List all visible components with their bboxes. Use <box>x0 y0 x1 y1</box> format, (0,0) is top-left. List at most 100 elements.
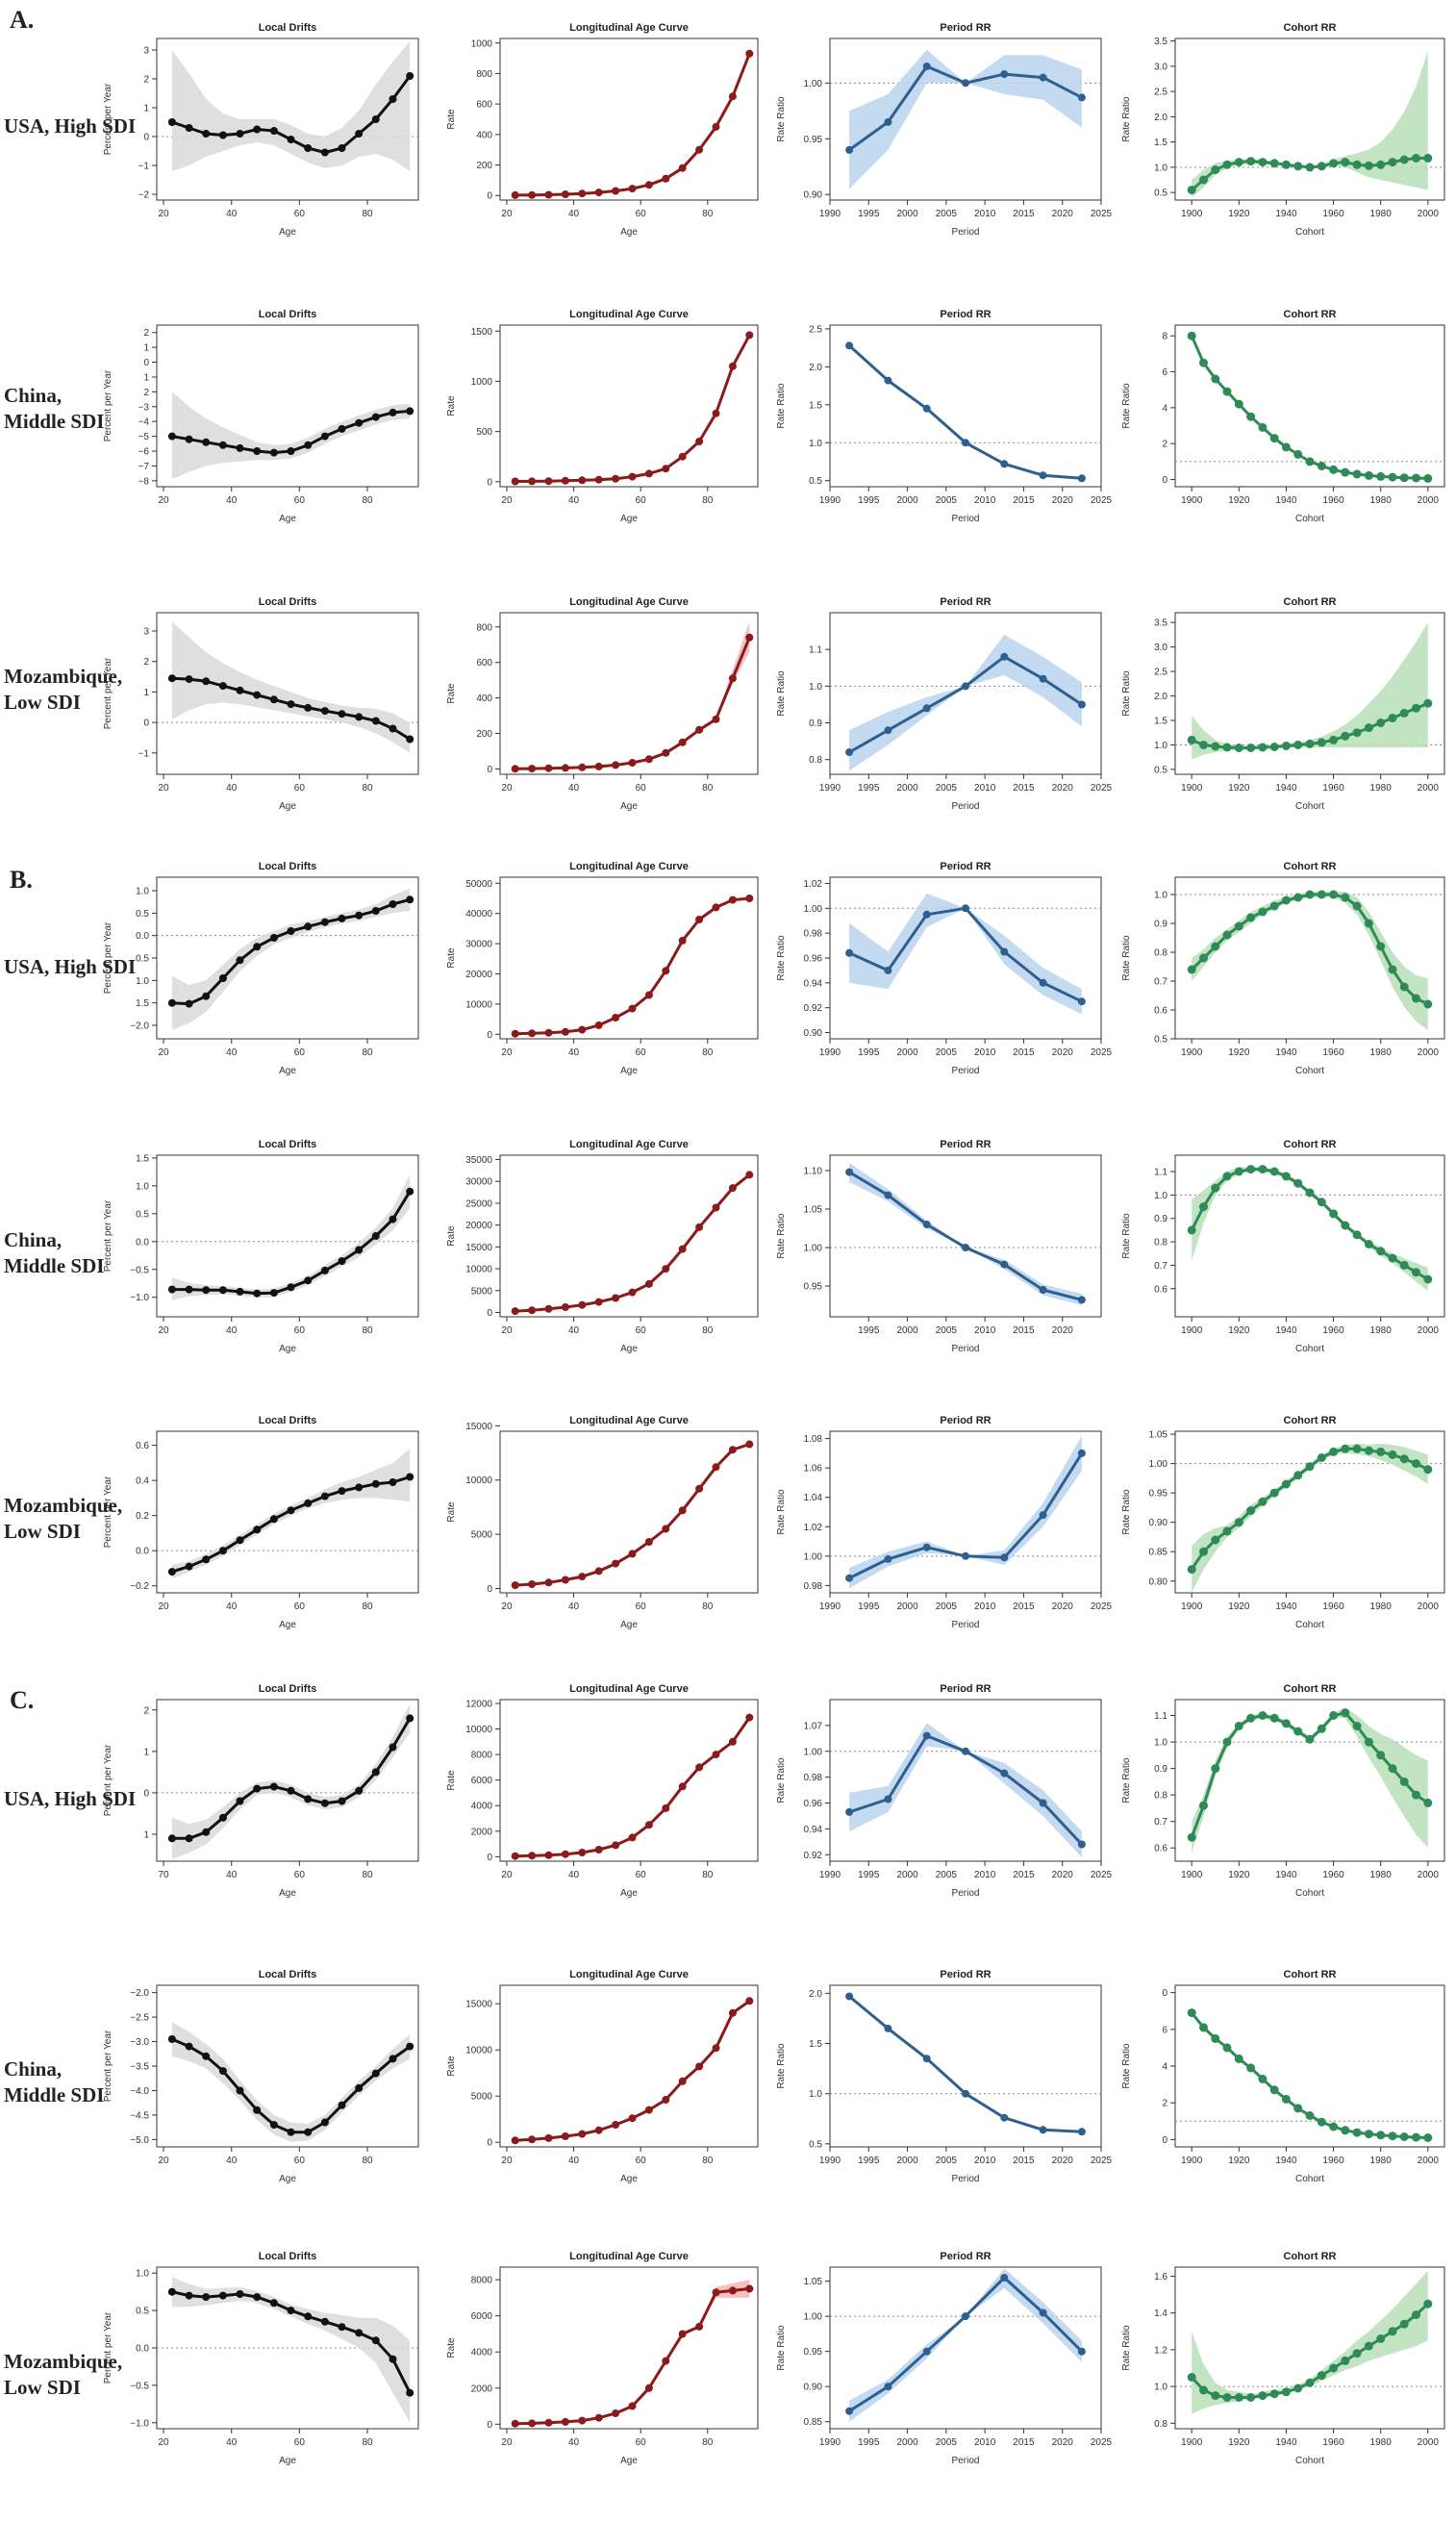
y-tick-label: 1.0 <box>136 1181 149 1192</box>
x-axis-label: Age <box>620 227 638 238</box>
row-label-line: China, <box>4 1228 63 1251</box>
x-tick-label: 20 <box>501 2437 513 2448</box>
data-point <box>922 404 931 413</box>
x-tick-label: 2025 <box>1091 495 1113 506</box>
y-axis-label: Rate Ratio <box>1121 2043 1132 2089</box>
data-point <box>406 1714 414 1723</box>
row-label: Mozambique, Low SDI <box>4 2349 122 2401</box>
y-tick-label: 40000 <box>465 909 492 920</box>
data-point <box>745 1713 754 1722</box>
y-tick-label: 0 <box>487 1853 492 1863</box>
x-tick-label: 2000 <box>896 1047 918 1058</box>
x-tick-label: 80 <box>362 1601 373 1612</box>
data-point <box>528 477 537 486</box>
data-point <box>695 2322 704 2331</box>
data-point <box>1329 735 1339 744</box>
x-tick-label: 1990 <box>819 1870 841 1880</box>
y-tick-label: 1.5 <box>1154 717 1167 727</box>
data-point <box>678 1506 687 1515</box>
data-point <box>253 943 262 951</box>
chart-panel-a-moz-period: Period RR 1990 1995 2000 2005 2010 2015 2020 202… <box>776 596 1113 812</box>
x-tick-label: 2025 <box>1091 1870 1113 1880</box>
x-tick-label: 1980 <box>1370 1047 1393 1058</box>
row-label-line: Low SDI <box>4 2376 81 2399</box>
data-point <box>1352 901 1362 911</box>
y-tick-label: 1.0 <box>1154 741 1167 751</box>
data-point <box>338 2101 346 2109</box>
data-point <box>1341 731 1350 741</box>
chart-panel-c-china-drift: Local Drifts 20 40 60 80 −5.0 −4.5 −4.0 −3.5 −3.0… <box>103 1969 419 2184</box>
x-tick-label: 60 <box>294 1325 306 1336</box>
data-point <box>1234 158 1243 167</box>
data-point <box>185 1562 193 1571</box>
data-point <box>1376 1247 1386 1256</box>
y-tick-label: 1.1 <box>1154 1168 1167 1178</box>
data-point <box>1246 1506 1256 1515</box>
y-tick-label: 0 <box>487 765 492 775</box>
data-point <box>962 439 969 447</box>
data-point <box>544 1028 553 1037</box>
x-tick-label: 2010 <box>974 2437 996 2448</box>
data-point <box>1341 1708 1350 1718</box>
data-point <box>185 1834 193 1843</box>
chart-panel-c-usa-drift: Local Drifts 70 40 60 80 1 0 1 2 Age Percent per Y… <box>103 1683 419 1899</box>
data-point <box>662 967 670 975</box>
data-point <box>236 2290 244 2298</box>
y-tick-label: 1.0 <box>1154 2383 1167 2393</box>
data-point <box>1423 698 1433 708</box>
x-tick-label: 40 <box>226 1047 238 1058</box>
y-tick-label: 0 <box>143 719 149 729</box>
data-point <box>1199 1547 1208 1556</box>
data-point <box>561 764 569 772</box>
data-point <box>371 2336 380 2345</box>
y-tick-label: 2 <box>1162 2099 1167 2109</box>
y-tick-label: 4 <box>1162 2062 1167 2073</box>
panel-title: Period RR <box>940 1969 991 1980</box>
data-point <box>1364 723 1373 733</box>
y-tick-label: 0.6 <box>1154 1006 1167 1017</box>
chart-panel-b-china-cohort: Cohort RR 1900 1920 1940 1960 1980 2000 0.6 0.7 0… <box>1121 1139 1445 1354</box>
data-point <box>1329 1711 1339 1720</box>
data-point <box>1399 982 1409 992</box>
x-axis-label: Period <box>952 1344 980 1354</box>
data-point <box>1199 1202 1208 1212</box>
x-tick-label: 2020 <box>1052 1047 1074 1058</box>
x-tick-label: 2000 <box>896 783 918 794</box>
x-tick-label: 1920 <box>1228 1325 1250 1336</box>
data-point <box>561 2132 569 2140</box>
x-tick-label: 1990 <box>819 1047 841 1058</box>
x-tick-label: 2020 <box>1052 2437 1074 2448</box>
data-point <box>612 474 620 483</box>
data-point <box>167 674 176 683</box>
y-tick-label: 1.05 <box>804 2277 823 2287</box>
data-point <box>578 1025 587 1034</box>
data-point <box>236 130 244 138</box>
y-axis-label: Rate Ratio <box>1121 1489 1132 1535</box>
data-point <box>845 2407 854 2415</box>
data-point <box>371 115 380 123</box>
data-point <box>695 1223 704 1231</box>
data-point <box>320 1266 329 1274</box>
plot-frame <box>1174 38 1445 201</box>
panel-title: Longitudinal Age Curve <box>569 596 689 608</box>
data-point <box>1388 2131 1397 2141</box>
y-tick-label: 0 <box>487 1308 492 1319</box>
x-tick-label: 2005 <box>936 783 958 794</box>
plot-frame <box>156 1154 419 1318</box>
data-point <box>389 1743 397 1752</box>
data-point <box>1376 160 1386 169</box>
y-tick-label: −1 <box>138 748 150 759</box>
x-tick-label: 20 <box>501 1325 513 1336</box>
row-label: China, Middle SDI <box>4 2056 104 2108</box>
x-tick-label: 60 <box>294 1601 306 1612</box>
data-point <box>1211 165 1220 174</box>
series-line <box>515 334 751 483</box>
y-tick-label: 0.92 <box>804 1851 823 1861</box>
data-point <box>962 1551 969 1560</box>
data-point <box>678 2330 687 2338</box>
data-point <box>695 438 704 445</box>
data-point <box>695 2062 704 2071</box>
data-point <box>1388 1450 1397 1459</box>
confidence-band <box>171 1703 411 1859</box>
row-label-line: Middle SDI <box>4 2083 105 2106</box>
